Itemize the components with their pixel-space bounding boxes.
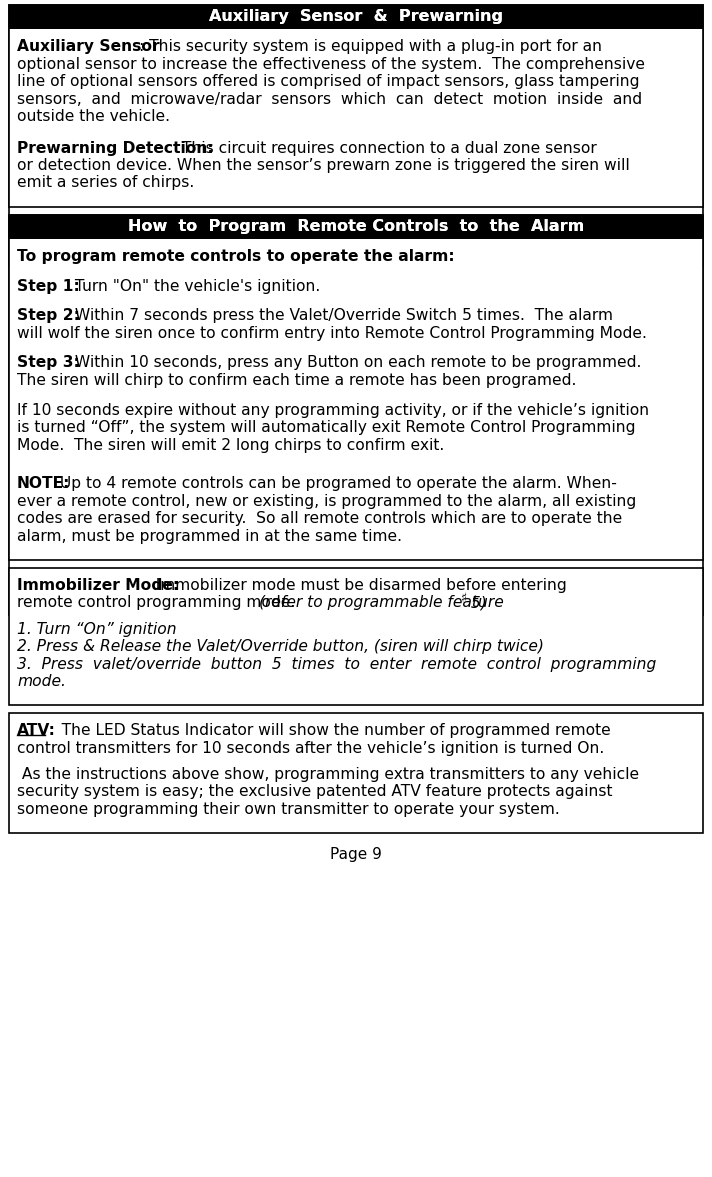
Text: ever a remote control, new or existing, is programmed to the alarm, all existing: ever a remote control, new or existing, …	[17, 493, 637, 508]
Text: The siren will chirp to confirm each time a remote has been programed.: The siren will chirp to confirm each tim…	[17, 373, 577, 388]
Text: control transmitters for 10 seconds after the vehicle’s ignition is turned On.: control transmitters for 10 seconds afte…	[17, 740, 604, 756]
Text: This circuit requires connection to a dual zone sensor: This circuit requires connection to a du…	[177, 140, 597, 155]
Text: remote control programming mode.: remote control programming mode.	[17, 596, 315, 611]
Text: outside the vehicle.: outside the vehicle.	[17, 109, 170, 124]
Bar	[9, 5, 703, 207]
Text: emit a series of chirps.: emit a series of chirps.	[17, 175, 194, 191]
Text: As the instructions above show, programming extra transmitters to any vehicle: As the instructions above show, programm…	[17, 766, 639, 782]
Text: Step 1:: Step 1:	[17, 279, 80, 293]
Text: optional sensor to increase the effectiveness of the system.  The comprehensive: optional sensor to increase the effectiv…	[17, 56, 645, 72]
Text: Auxiliary  Sensor  &  Prewarning: Auxiliary Sensor & Prewarning	[209, 9, 503, 25]
Text: : This security system is equipped with a plug-in port for an: : This security system is equipped with …	[139, 39, 602, 54]
Text: Turn "On" the vehicle's ignition.: Turn "On" the vehicle's ignition.	[70, 279, 320, 293]
Bar	[9, 214, 703, 239]
Text: Prewarning Detection:: Prewarning Detection:	[17, 140, 214, 155]
Text: NOTE:: NOTE:	[17, 477, 70, 491]
Text: line of optional sensors offered is comprised of impact sensors, glass tampering: line of optional sensors offered is comp…	[17, 74, 639, 89]
Text: someone programming their own transmitter to operate your system.: someone programming their own transmitte…	[17, 802, 560, 817]
Text: The LED Status Indicator will show the number of programmed remote: The LED Status Indicator will show the n…	[48, 723, 611, 738]
Bar	[9, 5, 703, 265]
Text: Auxiliary  Sensor  &  Prewarning: Auxiliary Sensor & Prewarning	[209, 9, 503, 25]
Text: alarm, must be programmed in at the same time.: alarm, must be programmed in at the same…	[17, 528, 402, 544]
Text: Within 10 seconds, press any Button on each remote to be programmed.: Within 10 seconds, press any Button on e…	[70, 355, 642, 371]
Text: (refer to programmable feature: (refer to programmable feature	[259, 596, 503, 611]
Text: Immobilizer Mode:: Immobilizer Mode:	[17, 578, 179, 593]
Bar	[9, 568, 703, 705]
Text: Up to 4 remote controls can be programed to operate the alarm. When-: Up to 4 remote controls can be programed…	[55, 477, 617, 491]
Text: ♯: ♯	[461, 592, 466, 605]
Text: Within 7 seconds press the Valet/Override Switch 5 times.  The alarm: Within 7 seconds press the Valet/Overrid…	[70, 308, 613, 324]
Text: 1. Turn “On” ignition: 1. Turn “On” ignition	[17, 621, 177, 637]
Bar	[9, 214, 703, 560]
Text: mode.: mode.	[17, 674, 66, 690]
Text: How  to  Program  Remote Controls  to  the  Alarm: How to Program Remote Controls to the Al…	[128, 219, 584, 234]
Text: Page 9: Page 9	[330, 846, 382, 862]
Bar	[9, 5, 703, 29]
Text: Step 3:: Step 3:	[17, 355, 80, 371]
Text: Auxiliary Sensor: Auxiliary Sensor	[17, 39, 159, 54]
Text: 5): 5)	[466, 596, 486, 611]
Text: sensors,  and  microwave/radar  sensors  which  can  detect  motion  inside  and: sensors, and microwave/radar sensors whi…	[17, 92, 642, 106]
Bar	[9, 5, 703, 29]
Text: ATV:: ATV:	[17, 723, 56, 738]
Text: Mode.  The siren will emit 2 long chirps to confirm exit.: Mode. The siren will emit 2 long chirps …	[17, 438, 444, 453]
Text: How  to  Program  Remote Controls  to  the  Alarm: How to Program Remote Controls to the Al…	[128, 219, 584, 234]
Text: 3.  Press  valet/override  button  5  times  to  enter  remote  control  program: 3. Press valet/override button 5 times t…	[17, 657, 656, 672]
Text: To program remote controls to operate the alarm:: To program remote controls to operate th…	[17, 248, 455, 264]
Bar	[9, 713, 703, 832]
Text: If 10 seconds expire without any programming activity, or if the vehicle’s ignit: If 10 seconds expire without any program…	[17, 403, 649, 418]
Text: codes are erased for security.  So all remote controls which are to operate the: codes are erased for security. So all re…	[17, 511, 622, 526]
Text: Step 2:: Step 2:	[17, 308, 80, 324]
Text: Immobilizer mode must be disarmed before entering: Immobilizer mode must be disarmed before…	[147, 578, 567, 593]
Text: or detection device. When the sensor’s prewarn zone is triggered the siren will: or detection device. When the sensor’s p…	[17, 158, 629, 173]
Bar	[9, 214, 703, 614]
Text: security system is easy; the exclusive patented ATV feature protects against: security system is easy; the exclusive p…	[17, 784, 612, 799]
Bar	[9, 214, 703, 239]
Text: is turned “Off”, the system will automatically exit Remote Control Programming: is turned “Off”, the system will automat…	[17, 420, 636, 435]
Text: 2. Press & Release the Valet/Override button, (siren will chirp twice): 2. Press & Release the Valet/Override bu…	[17, 639, 544, 654]
Text: will wolf the siren once to confirm entry into Remote Control Programming Mode.: will wolf the siren once to confirm entr…	[17, 326, 647, 341]
